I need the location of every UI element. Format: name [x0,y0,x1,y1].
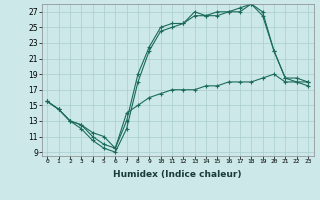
X-axis label: Humidex (Indice chaleur): Humidex (Indice chaleur) [113,170,242,179]
